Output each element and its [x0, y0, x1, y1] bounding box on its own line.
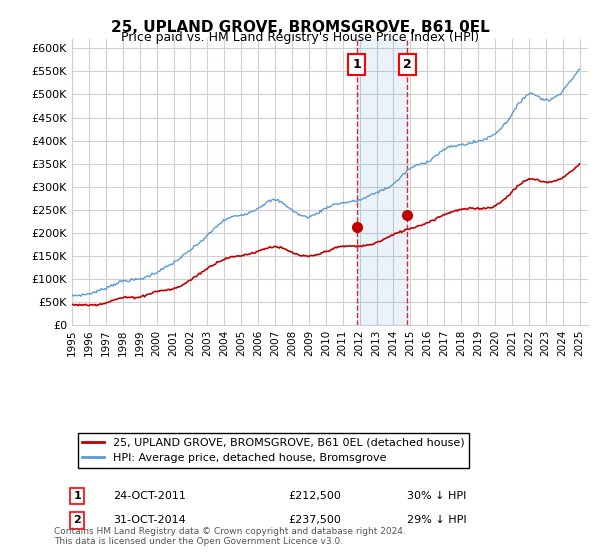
- Text: 29% ↓ HPI: 29% ↓ HPI: [407, 515, 467, 525]
- Text: 25, UPLAND GROVE, BROMSGROVE, B61 0EL: 25, UPLAND GROVE, BROMSGROVE, B61 0EL: [110, 20, 490, 35]
- Text: 30% ↓ HPI: 30% ↓ HPI: [407, 491, 467, 501]
- Text: 24-OCT-2011: 24-OCT-2011: [113, 491, 186, 501]
- Text: 2: 2: [403, 58, 412, 71]
- Text: Contains HM Land Registry data © Crown copyright and database right 2024.
This d: Contains HM Land Registry data © Crown c…: [54, 526, 406, 546]
- Text: 1: 1: [352, 58, 361, 71]
- Text: £212,500: £212,500: [289, 491, 341, 501]
- Text: 2: 2: [73, 515, 81, 525]
- Text: Price paid vs. HM Land Registry's House Price Index (HPI): Price paid vs. HM Land Registry's House …: [121, 31, 479, 44]
- Text: 1: 1: [73, 491, 81, 501]
- Bar: [356, 39, 407, 325]
- Legend: 25, UPLAND GROVE, BROMSGROVE, B61 0EL (detached house), HPI: Average price, deta: 25, UPLAND GROVE, BROMSGROVE, B61 0EL (d…: [77, 433, 469, 468]
- Text: 31-OCT-2014: 31-OCT-2014: [113, 515, 186, 525]
- Text: £237,500: £237,500: [289, 515, 341, 525]
